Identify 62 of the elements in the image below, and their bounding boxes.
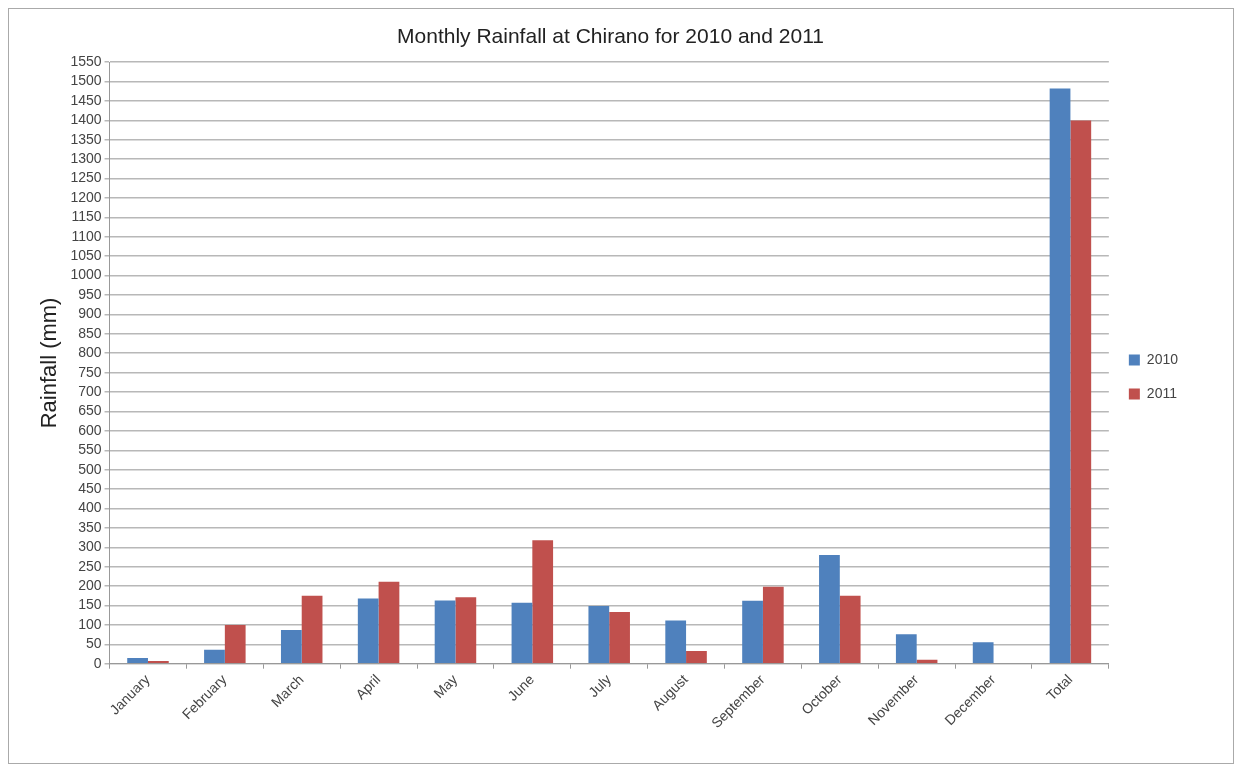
bar <box>357 598 379 663</box>
bar <box>1049 88 1071 663</box>
y-tick-label: 1500 <box>70 72 102 89</box>
bar <box>127 657 148 663</box>
bar <box>839 595 861 663</box>
y-tick-label: 750 <box>78 363 102 380</box>
bar <box>895 634 917 663</box>
bar <box>532 540 554 663</box>
bar <box>609 612 630 663</box>
chart-title: Monthly Rainfall at Chirano for 2010 and 2011 <box>397 24 824 48</box>
y-axis-title: Rainfall (mm) <box>36 297 62 429</box>
y-tick-label: 900 <box>78 305 102 322</box>
bar <box>280 629 302 663</box>
y-tick-label: 1450 <box>70 91 102 108</box>
bar <box>972 642 994 663</box>
y-tick-label: 150 <box>78 596 102 613</box>
bar <box>742 600 763 663</box>
y-tick-label: 250 <box>78 557 102 574</box>
y-tick-label: 200 <box>78 576 102 593</box>
bar <box>204 649 225 663</box>
y-tick-label: 300 <box>78 538 102 555</box>
y-tick-label: 1250 <box>70 169 102 186</box>
y-tick-label: 500 <box>78 460 102 477</box>
y-tick-label: 1300 <box>70 150 102 167</box>
y-tick-label: 550 <box>78 441 102 458</box>
bar <box>511 602 533 663</box>
y-tick-label: 1200 <box>70 188 102 205</box>
y-tick-label: 600 <box>78 421 102 438</box>
y-tick-label: 50 <box>85 635 102 652</box>
y-tick-label: 1050 <box>70 247 102 264</box>
y-tick-label: 800 <box>78 344 102 361</box>
bar <box>916 659 938 663</box>
bar <box>434 600 456 663</box>
y-tick-label: 450 <box>78 479 102 496</box>
legend-label: 2010 <box>1146 350 1179 367</box>
y-tick-label: 1350 <box>70 130 102 147</box>
y-tick-label: 1100 <box>71 227 102 244</box>
x-tick-label: July <box>585 671 615 701</box>
bar <box>378 581 400 663</box>
y-tick-label: 950 <box>78 285 102 302</box>
bar <box>455 597 477 663</box>
y-tick-label: 1550 <box>70 53 102 70</box>
y-tick-label: 1400 <box>70 111 102 128</box>
y-tick-label: 650 <box>78 402 102 419</box>
y-tick-label: 850 <box>78 324 102 341</box>
bar <box>665 620 687 663</box>
bar <box>588 605 610 663</box>
y-tick-label: 0 <box>93 654 102 671</box>
x-tick-label: May <box>430 671 461 702</box>
legend-label: 2011 <box>1146 384 1178 401</box>
bar <box>819 555 840 663</box>
y-tick-label: 400 <box>78 499 102 516</box>
bar <box>686 650 707 663</box>
y-tick-label: 350 <box>78 518 102 535</box>
y-tick-label: 100 <box>78 615 102 632</box>
y-tick-label: 1150 <box>71 208 102 225</box>
bar <box>301 595 323 663</box>
bar <box>224 624 246 663</box>
bar <box>1070 120 1092 663</box>
y-tick-label: 700 <box>78 382 102 399</box>
bar <box>762 586 784 663</box>
y-tick-label: 1000 <box>70 266 102 283</box>
